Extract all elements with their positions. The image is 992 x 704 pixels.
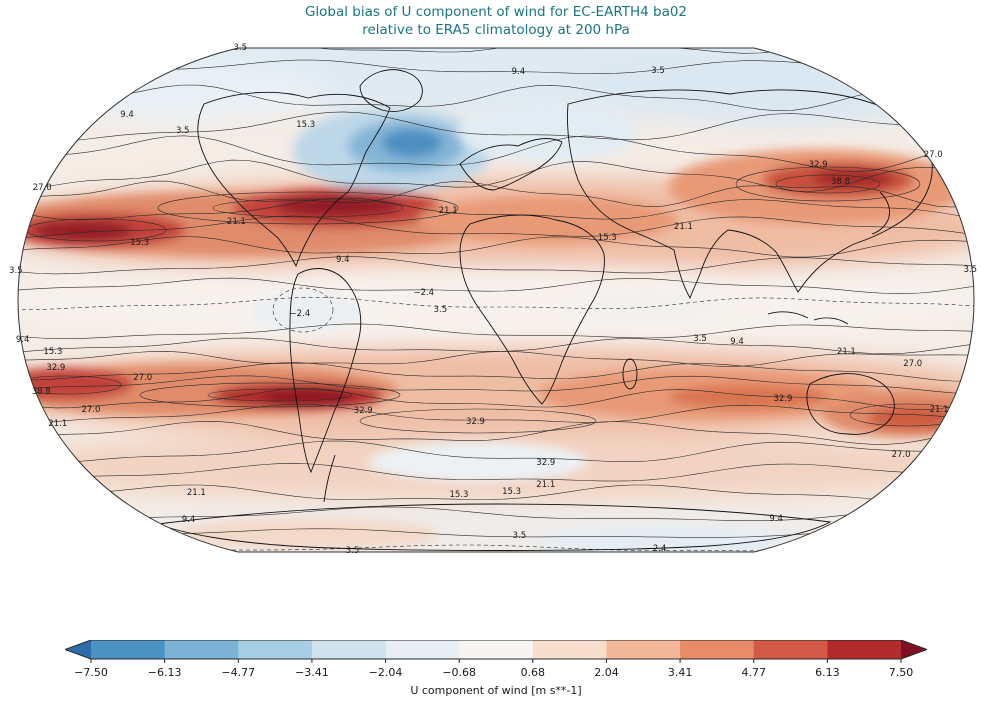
colorbar-under-arrow xyxy=(65,640,91,659)
chart-title-line1: Global bias of U component of wind for E… xyxy=(304,4,688,20)
colorbar-segment xyxy=(532,640,608,659)
colorbar-segment xyxy=(827,640,902,659)
colorbar-segment xyxy=(680,640,755,659)
colorbar-svg: −7.50 −6.13 −4.77 −3.41 −2.04 −0.68 0.68 2.04 3.… xyxy=(63,639,929,697)
colorbar-tick-label: 0.68 xyxy=(521,666,546,679)
chart-title-line2: relative to ERA5 climatology at 200 hPa xyxy=(362,22,630,39)
colorbar: −7.50 −6.13 −4.77 −3.41 −2.04 −0.68 0.68 2.04 3.… xyxy=(63,639,929,700)
colorbar-over-arrow xyxy=(901,640,927,659)
colorbar-segment xyxy=(385,640,460,659)
colorbar-segment xyxy=(311,640,387,659)
colorbar-tick-label: −0.68 xyxy=(442,666,476,679)
colorbar-tick-label: 6.13 xyxy=(815,666,840,679)
colorbar-segment xyxy=(91,640,166,659)
colorbar-segment xyxy=(459,640,534,659)
world-map: 3.5 9.4 3.5 9.4 15.3 3.5 27.0 32.9 38.8 27.0 21.1 2… xyxy=(8,42,984,558)
colorbar-axis-label: U component of wind [m s**-1] xyxy=(410,684,581,697)
colorbar-tick-label: −6.13 xyxy=(148,666,182,679)
colorbar-segment xyxy=(164,640,239,659)
colorbar-tick-label: −4.77 xyxy=(221,666,255,679)
colorbar-tick-label: 3.41 xyxy=(668,666,693,679)
colorbar-segment xyxy=(238,640,313,659)
colorbar-tick-label: 4.77 xyxy=(741,666,766,679)
colorbar-segment xyxy=(753,640,828,659)
chart-title: Global bias of U component of wind for E… xyxy=(0,3,992,39)
bias-shading-cores xyxy=(18,102,974,552)
colorbar-segment xyxy=(606,640,681,659)
colorbar-tick-label: −2.04 xyxy=(369,666,403,679)
colorbar-tick-label: 2.04 xyxy=(594,666,619,679)
coastlines xyxy=(157,69,933,551)
contour-loops xyxy=(18,166,967,434)
colorbar-tick-label: −3.41 xyxy=(295,666,329,679)
colorbar-tick-label: 7.50 xyxy=(889,666,914,679)
colorbar-tick-label: −7.50 xyxy=(74,666,108,679)
map-canvas xyxy=(17,47,975,553)
map-outline xyxy=(17,47,975,553)
